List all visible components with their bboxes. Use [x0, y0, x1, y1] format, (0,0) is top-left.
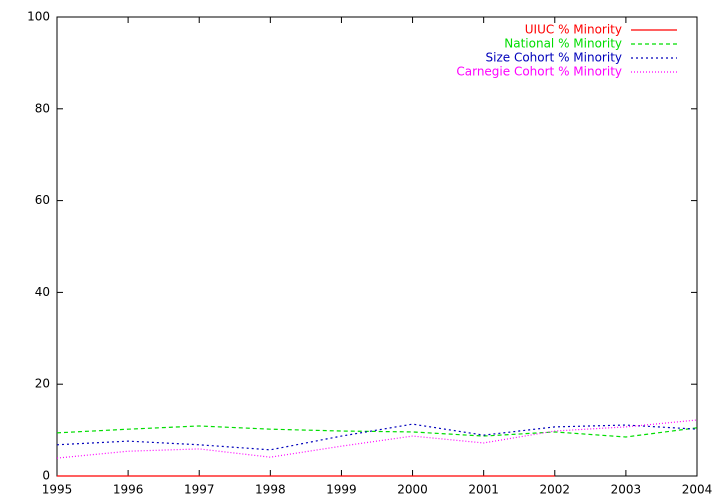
- x-tick-label: 2004: [682, 483, 713, 497]
- legend-label: Size Cohort % Minority: [486, 51, 623, 65]
- x-tick-label: 2001: [468, 483, 499, 497]
- y-tick-label: 60: [35, 193, 50, 207]
- plot-frame: [56, 16, 698, 477]
- x-tick-label: 1997: [184, 483, 215, 497]
- legend-label: UIUC % Minority: [525, 23, 622, 37]
- y-tick-label: 20: [35, 377, 50, 391]
- legend-label: National % Minority: [504, 37, 622, 51]
- y-tick-label: 0: [42, 469, 50, 483]
- x-tick-label: 1998: [255, 483, 286, 497]
- legend-label: Carnegie Cohort % Minority: [456, 65, 622, 79]
- x-tick-label: 2000: [397, 483, 428, 497]
- x-tick-label: 2003: [611, 483, 642, 497]
- x-tick-label: 1996: [113, 483, 144, 497]
- series-line: [56, 423, 698, 451]
- y-tick-label: 40: [35, 285, 50, 299]
- x-tick-label: 1999: [326, 483, 357, 497]
- x-tick-label: 2002: [540, 483, 571, 497]
- x-tick-label: 1995: [42, 483, 73, 497]
- series-line: [56, 425, 698, 438]
- y-tick-label: 100: [27, 10, 50, 24]
- series-line: [56, 419, 698, 459]
- y-tick-label: 80: [35, 101, 50, 115]
